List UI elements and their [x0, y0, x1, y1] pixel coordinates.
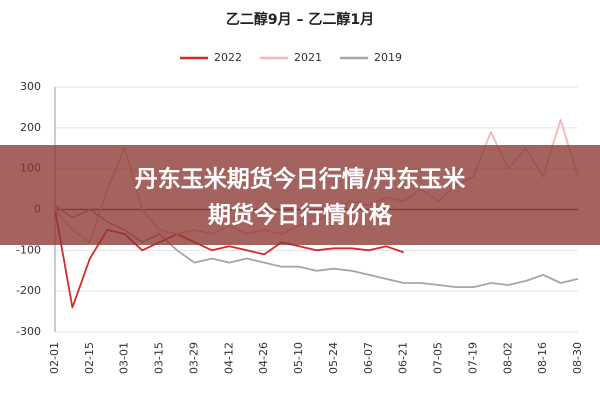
x-tick-label: 03-01 [118, 342, 131, 374]
x-tick-label: 05-10 [292, 342, 305, 374]
x-tick-label: 03-15 [153, 342, 166, 374]
x-tick-label: 06-07 [362, 342, 375, 374]
x-tick-label: 02-15 [83, 342, 96, 374]
x-tick-label: 04-26 [257, 342, 270, 374]
y-tick-label: -200 [16, 284, 41, 297]
x-tick-label: 07-19 [466, 342, 479, 374]
y-tick-label: -100 [16, 243, 41, 256]
banner-text: 丹东玉米期货今日行情/丹东玉米 [135, 166, 466, 193]
x-tick-label: 02-01 [48, 342, 61, 374]
x-tick-label: 05-24 [327, 342, 340, 374]
legend-label: 2019 [374, 51, 402, 64]
x-tick-label: 03-29 [187, 342, 200, 374]
legend-label: 2022 [214, 51, 242, 64]
banner-band [0, 145, 600, 245]
legend-label: 2021 [294, 51, 322, 64]
y-tick-label: -300 [16, 325, 41, 338]
y-tick-label: 300 [20, 80, 41, 93]
x-tick-label: 08-02 [501, 342, 514, 374]
x-tick-label: 08-16 [536, 342, 549, 374]
banner-text: 期货今日行情价格 [208, 202, 393, 229]
chart-title: 乙二醇9月 – 乙二醇1月 [226, 11, 374, 28]
x-tick-label: 06-21 [397, 342, 410, 374]
x-tick-label: 04-12 [222, 342, 235, 374]
y-tick-label: 200 [20, 121, 41, 134]
x-tick-label: 07-05 [432, 342, 445, 374]
x-tick-label: 08-30 [571, 342, 584, 374]
